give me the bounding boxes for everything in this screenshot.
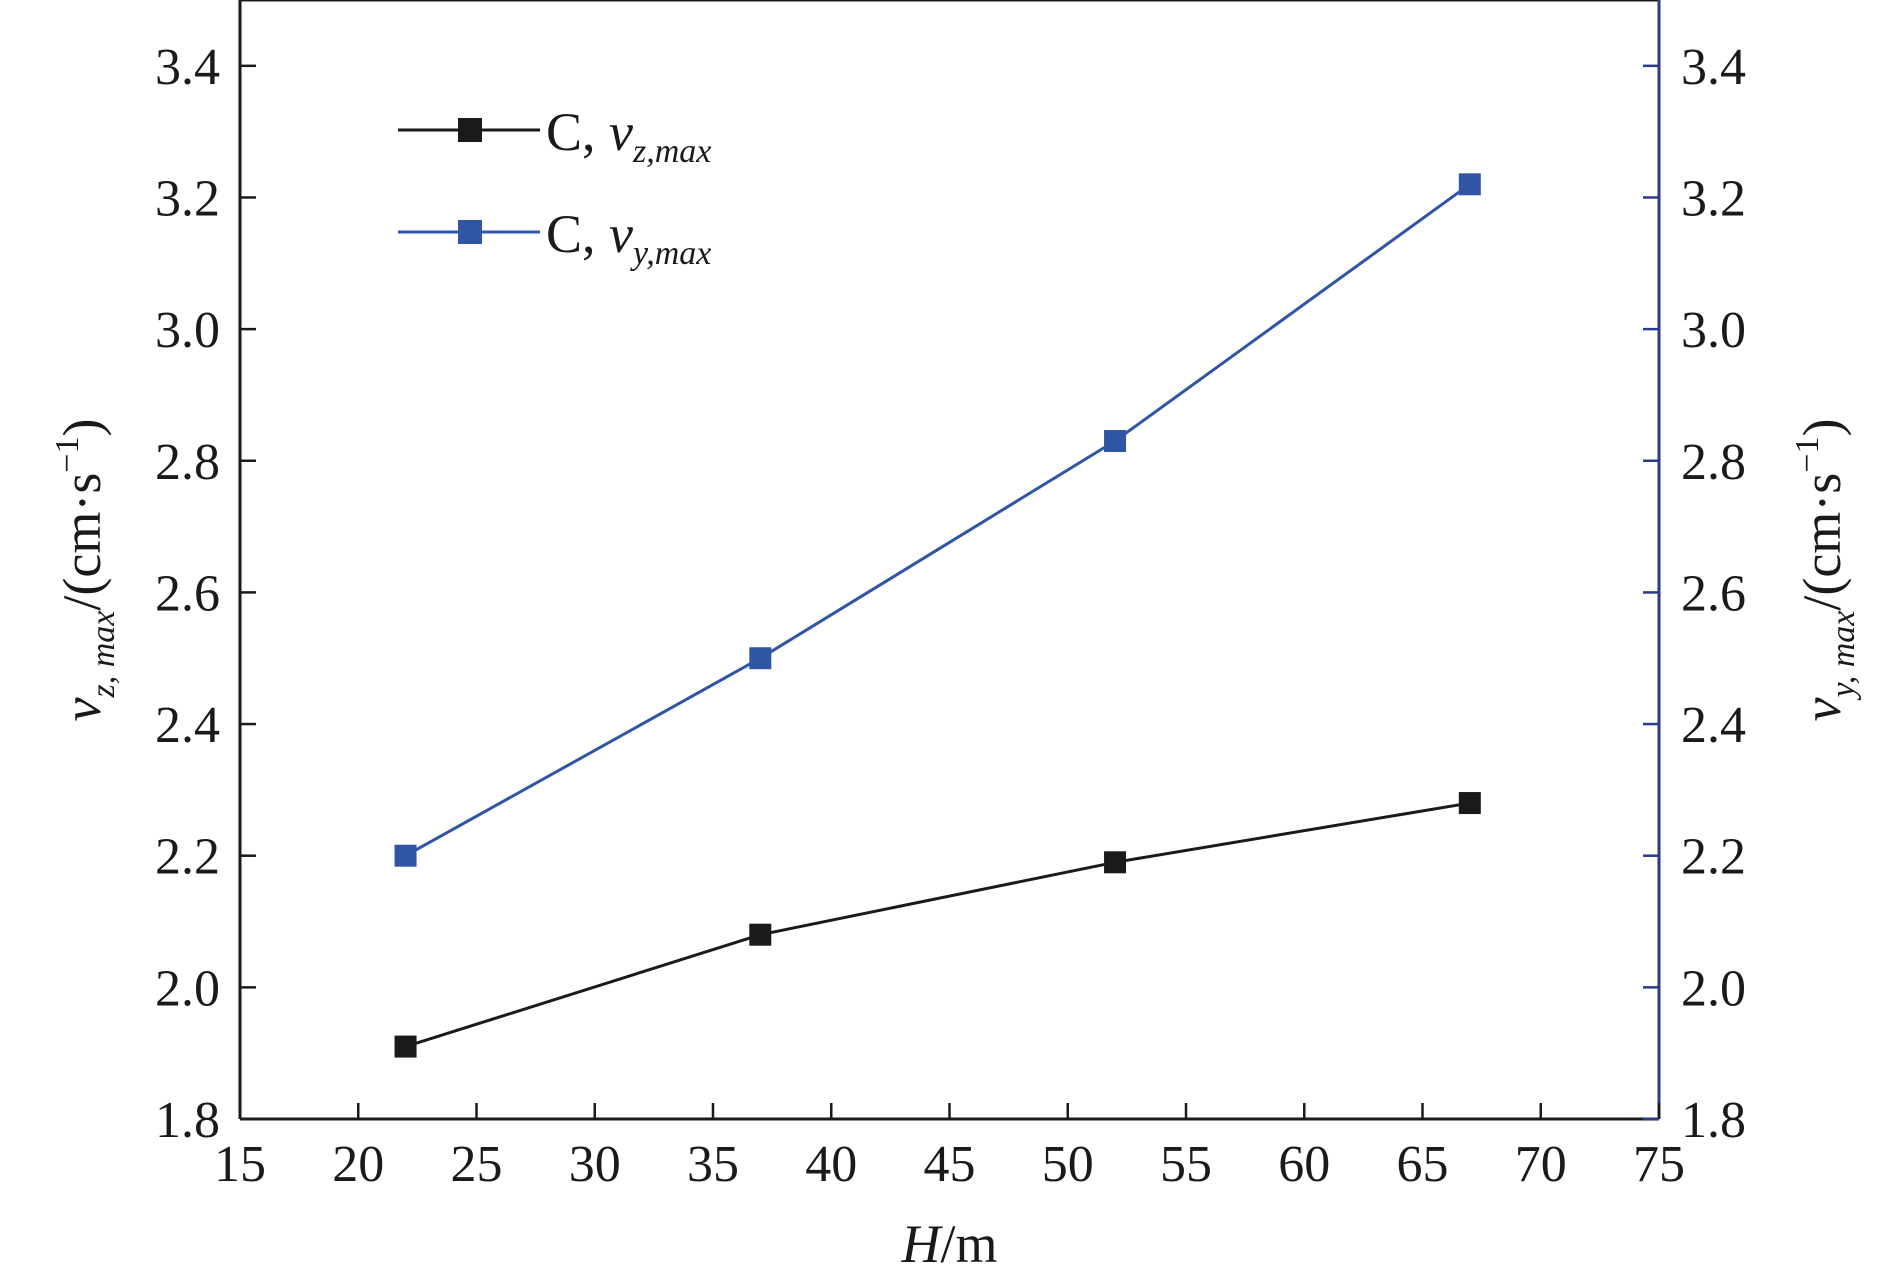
y-right-tick-label: 2.8 [1681, 434, 1746, 491]
y-right-axis-title-text: vy, max/(cm·s−1) [1789, 419, 1862, 722]
data-point-series-2 [1104, 430, 1127, 453]
x-tick-label: 15 [214, 1136, 266, 1193]
legend-label-2: C, vy,max [546, 204, 711, 272]
data-point-series-1 [1458, 792, 1481, 815]
y-right-tick-label: 2.6 [1681, 565, 1746, 622]
x-tick-label: 55 [1160, 1136, 1212, 1193]
x-tick-label: 60 [1278, 1136, 1330, 1193]
data-point-series-2 [749, 647, 772, 670]
y-left-axis-title-text: vz, max/(cm·s−1) [49, 419, 122, 722]
data-point-series-1 [749, 923, 772, 946]
x-tick-label: 25 [451, 1136, 503, 1193]
data-point-series-2 [1458, 173, 1481, 196]
y-left-tick-label: 3.0 [155, 302, 220, 359]
y-left-tick-label: 2.6 [155, 565, 220, 622]
y-left-tick-label: 3.4 [155, 39, 220, 96]
y-right-tick-label: 2.2 [1681, 829, 1746, 886]
x-tick-label: 50 [1042, 1136, 1094, 1193]
y-right-axis-title: vy, max/(cm·s−1) [1789, 419, 1862, 722]
x-tick-label: 40 [805, 1136, 857, 1193]
x-tick-label: 70 [1515, 1136, 1567, 1193]
series-line-2 [404, 183, 1471, 858]
legend-marker-2 [458, 220, 482, 244]
data-point-series-1 [394, 1035, 417, 1058]
y-left-tick-label: 2.8 [155, 434, 220, 491]
data-point-series-2 [394, 844, 417, 867]
x-tick-label: 45 [924, 1136, 976, 1193]
series-line-1 [405, 801, 1471, 1049]
x-tick-label: 30 [569, 1136, 621, 1193]
y-right-tick-label: 3.4 [1681, 39, 1746, 96]
y-left-tick-label: 2.0 [155, 960, 220, 1017]
y-right-tick-label: 2.0 [1681, 960, 1746, 1017]
y-left-axis-title: vz, max/(cm·s−1) [49, 419, 122, 722]
y-left-tick-label: 1.8 [155, 1092, 220, 1149]
y-right-tick-label: 1.8 [1681, 1092, 1746, 1149]
data-point-series-1 [1104, 851, 1127, 874]
y-right-tick-label: 3.0 [1681, 302, 1746, 359]
x-tick-label: 65 [1397, 1136, 1449, 1193]
legend-marker-1 [458, 118, 482, 142]
y-right-tick-label: 2.4 [1681, 697, 1746, 754]
legend-label-1: C, vz,max [546, 102, 711, 170]
x-tick-label: 35 [687, 1136, 739, 1193]
y-left-tick-label: 2.4 [155, 697, 220, 754]
x-tick-label: 20 [332, 1136, 384, 1193]
y-left-tick-label: 2.2 [155, 829, 220, 886]
x-tick-label: 75 [1633, 1136, 1685, 1193]
x-axis-title: H/m [900, 1214, 997, 1274]
y-right-tick-label: 3.2 [1681, 170, 1746, 227]
y-left-tick-label: 3.2 [155, 170, 220, 227]
